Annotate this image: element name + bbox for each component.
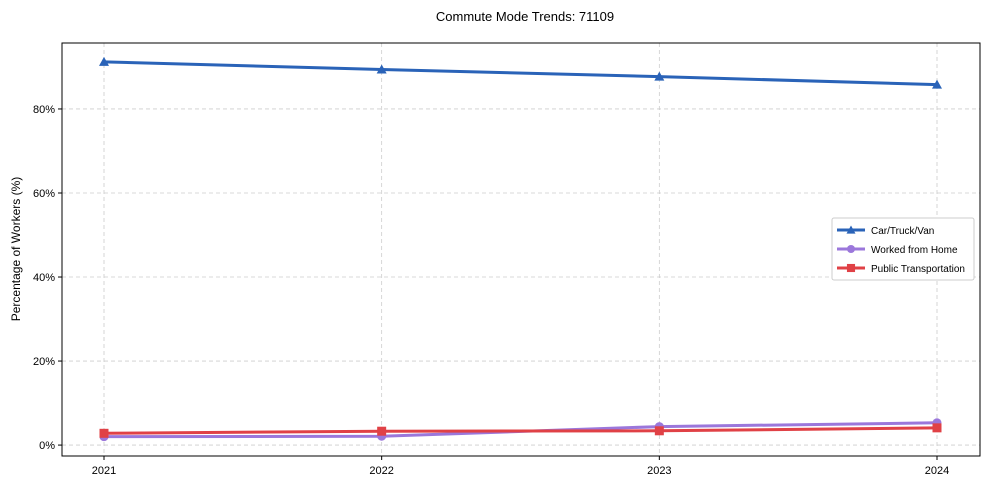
legend-marker bbox=[846, 225, 856, 234]
data-point-car-truck-van bbox=[932, 79, 942, 89]
legend-label: Public Transportation bbox=[871, 264, 965, 275]
x-tick-label: 2021 bbox=[92, 465, 116, 477]
series-public-transportation bbox=[99, 423, 942, 438]
x-tick-label: 2023 bbox=[647, 465, 671, 477]
y-tick-label: 60% bbox=[33, 188, 55, 200]
data-point-public-transportation bbox=[932, 423, 942, 433]
data-point-public-transportation bbox=[377, 426, 387, 436]
data-point-car-truck-van bbox=[99, 56, 109, 66]
series-line-public-transportation bbox=[103, 426, 938, 435]
series-line-car-truck-van bbox=[103, 60, 938, 87]
x-tick-label: 2022 bbox=[369, 465, 393, 477]
plot-frame bbox=[61, 42, 981, 457]
legend-label: Worked from Home bbox=[871, 245, 958, 256]
y-tick-label: 80% bbox=[33, 104, 55, 116]
legend-marker bbox=[846, 244, 856, 254]
y-tick-label: 40% bbox=[33, 272, 55, 284]
y-tick-label: 20% bbox=[33, 356, 55, 368]
data-point-car-truck-van bbox=[654, 71, 665, 81]
data-point-car-truck-van bbox=[376, 64, 387, 74]
chart-title: Commute Mode Trends: 71109 bbox=[436, 9, 614, 24]
y-axis-label: Percentage of Workers (%) bbox=[9, 177, 23, 322]
legend-label: Car/Truck/Van bbox=[871, 226, 934, 237]
series-car-truck-van bbox=[99, 56, 942, 89]
data-point-public-transportation bbox=[99, 428, 109, 438]
y-tick-label: 0% bbox=[39, 440, 55, 452]
data-point-public-transportation bbox=[654, 426, 664, 436]
legend-marker bbox=[846, 263, 856, 273]
x-tick-label: 2024 bbox=[925, 465, 949, 477]
legend-box bbox=[831, 217, 975, 281]
